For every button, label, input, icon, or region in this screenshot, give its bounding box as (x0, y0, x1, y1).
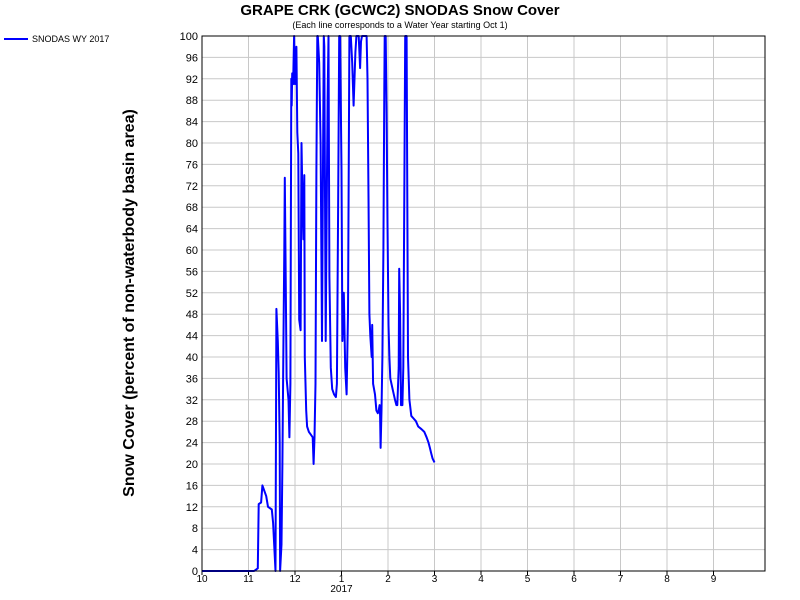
x-tick-label: 12 (289, 574, 301, 585)
y-tick-label: 64 (186, 224, 198, 236)
x-tick-label: 7 (618, 574, 624, 585)
y-axis-ticks: 0481216202428323640444852566064687276808… (180, 31, 198, 578)
x-tick-label: 10 (196, 574, 208, 585)
y-tick-label: 56 (186, 266, 198, 278)
y-tick-label: 0 (192, 566, 198, 578)
y-tick-label: 96 (186, 52, 198, 64)
legend-line-swatch (4, 38, 28, 40)
y-tick-label: 60 (186, 245, 198, 257)
y-tick-label: 8 (192, 523, 198, 535)
y-tick-label: 88 (186, 95, 198, 107)
plot-frame (201, 35, 766, 572)
y-tick-label: 48 (186, 309, 198, 321)
y-tick-label: 80 (186, 138, 198, 150)
plot-area (202, 36, 765, 571)
gridlines (201, 35, 765, 572)
y-tick-label: 4 (192, 545, 198, 557)
x-tick-label: 9 (711, 574, 717, 585)
x-tick-label: 8 (664, 574, 670, 585)
x-tick-label: 6 (571, 574, 577, 585)
x-year-label: 2017 (330, 584, 353, 595)
chart-legend: SNODAS WY 2017 (4, 34, 109, 44)
x-tick-label: 11 (243, 574, 254, 585)
x-tick-label: 1 (339, 574, 345, 585)
y-tick-label: 100 (180, 31, 198, 43)
y-tick-label: 16 (186, 480, 198, 492)
y-tick-label: 36 (186, 373, 198, 385)
y-tick-label: 52 (186, 288, 198, 300)
y-tick-label: 20 (186, 459, 198, 471)
y-tick-label: 92 (186, 74, 198, 86)
y-tick-label: 72 (186, 181, 198, 193)
legend-label: SNODAS WY 2017 (32, 34, 110, 44)
x-tick-label: 4 (478, 574, 484, 585)
y-tick-label: 68 (186, 202, 198, 214)
x-tick-label: 5 (525, 574, 531, 585)
x-tick-label: 3 (432, 574, 438, 585)
y-tick-label: 84 (186, 117, 198, 129)
y-tick-label: 28 (186, 416, 198, 428)
chart-title: GRAPE CRK (GCWC2) SNODAS Snow Cover (240, 2, 560, 19)
y-tick-label: 12 (186, 502, 198, 514)
y-tick-label: 44 (186, 331, 198, 343)
y-tick-label: 40 (186, 352, 198, 364)
y-tick-label: 24 (186, 438, 198, 450)
y-tick-label: 76 (186, 159, 198, 171)
chart-subtitle: (Each line corresponds to a Water Year s… (292, 20, 508, 30)
y-tick-label: 32 (186, 395, 198, 407)
x-tick-label: 2 (385, 574, 391, 585)
